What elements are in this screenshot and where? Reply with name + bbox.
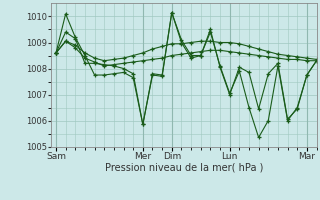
X-axis label: Pression niveau de la mer( hPa ): Pression niveau de la mer( hPa ) bbox=[105, 163, 263, 173]
